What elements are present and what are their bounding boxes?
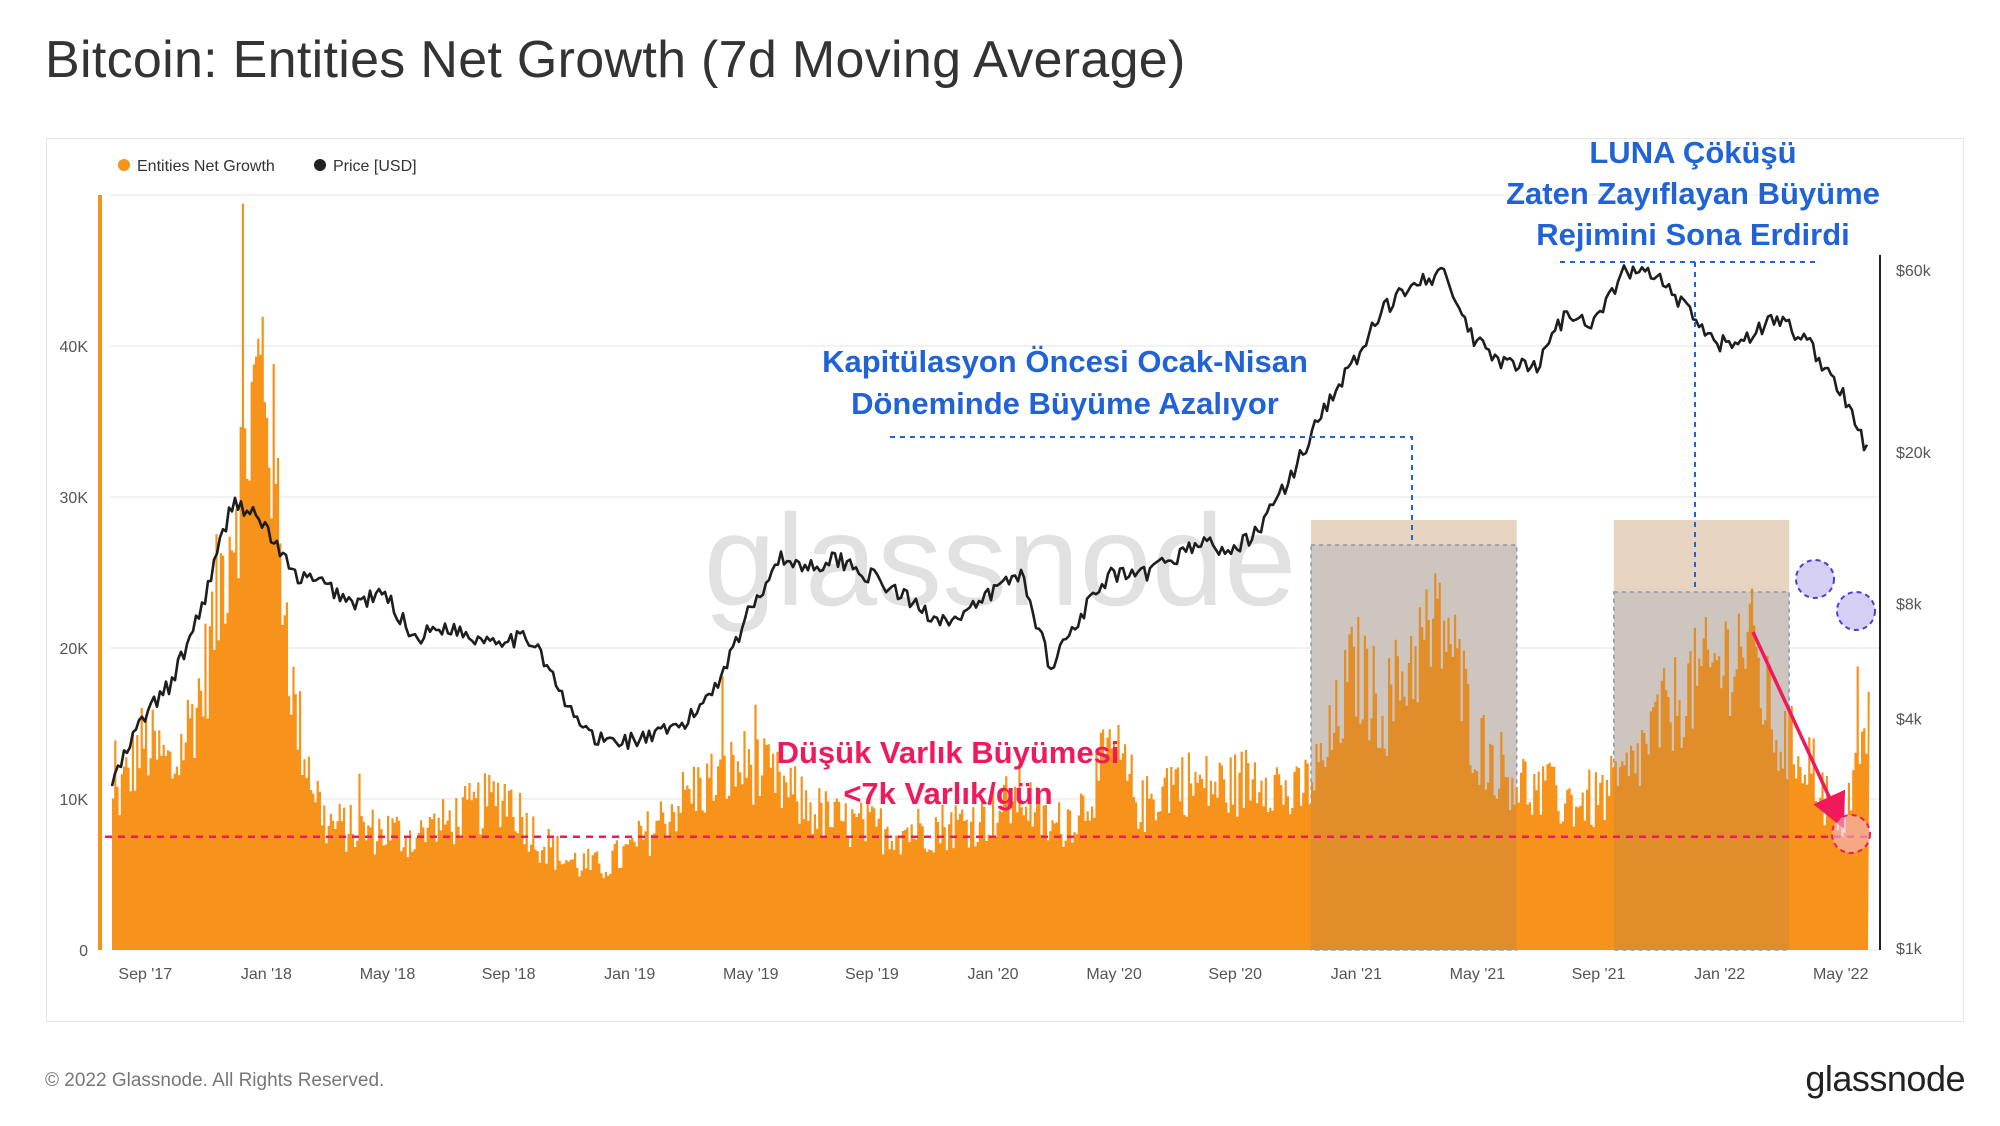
x-tick-label: May '18 [360,966,416,983]
x-axis-labels: Sep '17 Jan '18 May '18 Sep '18 Jan '19 May '… [118,966,1868,983]
x-tick-label: Jan '22 [1694,966,1745,983]
x-tick-label: Sep '18 [482,966,536,983]
legend-price-label: Price [USD] [333,158,417,175]
annotation-2-line-3: Rejimini Sona Erdirdi [1536,217,1850,252]
price-line [110,264,1869,787]
annotation-2-line-1: LUNA Çöküşü [1589,135,1796,170]
x-tick-label: Jan '18 [241,966,292,983]
x-tick-label: Jan '21 [1331,966,1382,983]
y-right-tick-label: $1k [1896,941,1923,958]
x-tick-label: May '22 [1813,966,1869,983]
y-left-axis-labels: 0 10K 20K 30K 40K [60,339,89,960]
annotation-1: Kapitülasyon Öncesi Ocak-Nisan Döneminde… [822,344,1308,421]
y-right-tick-label: $60k [1896,263,1932,280]
annotation-2-line-2: Zaten Zayıflayan Büyüme [1506,176,1880,211]
legend-growth-dot [118,159,130,171]
connector-1 [890,436,1413,545]
region-tint [1613,520,1790,950]
y-left-tick-label: 30K [60,490,89,507]
x-tick-label: Sep '20 [1208,966,1262,983]
growth-bar-spike [98,195,102,950]
page-title: Bitcoin: Entities Net Growth (7d Moving … [45,31,1186,89]
peak-circle-2 [1836,591,1876,631]
legend-growth-label: Entities Net Growth [137,158,275,175]
footer-brand-logo: glassnode [1805,1058,1965,1099]
y-right-tick-label: $8k [1896,597,1923,614]
legend: Entities Net Growth Price [USD] [118,158,417,175]
y-left-tick-label: 10K [60,792,89,809]
x-tick-label: May '19 [723,966,779,983]
annotation-3-line-2: <7k Varlık/gün [843,776,1052,811]
y-left-tick-label: 0 [79,943,88,960]
entities-net-growth-bars [98,195,1870,951]
x-tick-label: May '21 [1450,966,1506,983]
y-right-axis-labels: $1k $4k $8k $20k $60k [1896,263,1932,958]
region-tint [1311,520,1517,950]
annotation-1-line-1: Kapitülasyon Öncesi Ocak-Nisan [822,344,1308,379]
footer-copyright: © 2022 Glassnode. All Rights Reserved. [45,1070,385,1091]
legend-price-dot [314,159,326,171]
x-tick-label: May '20 [1086,966,1142,983]
y-right-tick-label: $4k [1896,711,1923,728]
annotation-3-line-1: Düşük Varlık Büyümesi [777,735,1120,770]
annotation-3: Düşük Varlık Büyümesi <7k Varlık/gün [777,735,1120,811]
y-left-tick-label: 40K [60,339,89,356]
decline-arrow [1751,631,1846,829]
chart-frame [46,138,1964,1022]
x-tick-label: Sep '19 [845,966,899,983]
low-circle [1831,814,1871,854]
annotation-connectors [890,261,1820,592]
x-tick-label: Jan '20 [967,966,1018,983]
x-tick-label: Sep '21 [1572,966,1626,983]
growth-bars-area [112,203,1870,951]
annotation-2: LUNA Çöküşü Zaten Zayıflayan Büyüme Reji… [1506,135,1880,252]
y-left-tick-label: 20K [60,641,89,658]
watermark: glassnode [704,487,1297,633]
peak-circle-1 [1795,559,1835,599]
y-right-tick-label: $20k [1896,445,1932,462]
x-tick-label: Jan '19 [604,966,655,983]
annotation-1-line-2: Döneminde Büyüme Azalıyor [851,386,1279,421]
x-tick-label: Sep '17 [118,966,172,983]
